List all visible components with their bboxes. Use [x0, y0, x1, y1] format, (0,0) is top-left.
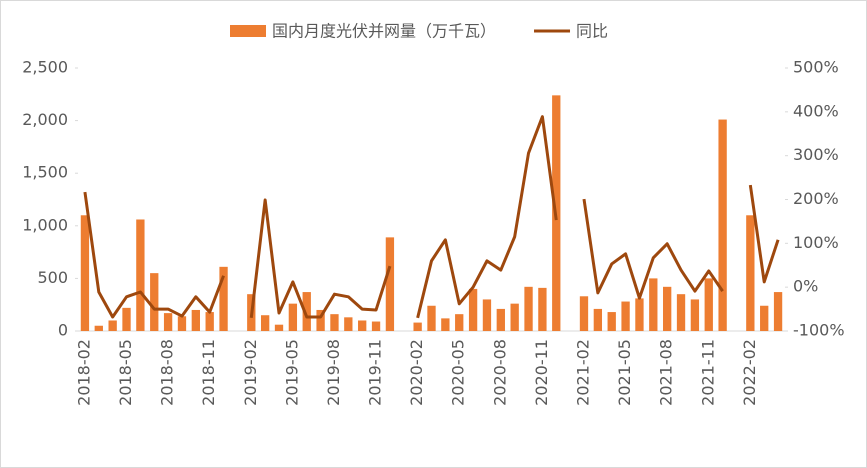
y-tick-label: 1,500	[22, 163, 68, 182]
bar	[649, 278, 658, 331]
bar	[663, 286, 672, 331]
x-tick-label: 2020-11	[532, 339, 551, 406]
y-tick-label: 2,000	[22, 110, 68, 129]
bar	[455, 314, 464, 331]
bar	[330, 314, 339, 331]
x-tick-label: 2018-08	[158, 339, 177, 406]
bar	[427, 305, 436, 331]
bar	[676, 294, 686, 331]
bar	[704, 278, 713, 331]
x-tick-label: 2019-11	[366, 339, 385, 406]
y2-tick-label: 400%	[793, 101, 839, 120]
bar	[413, 322, 422, 331]
x-tick-label: 2020-02	[407, 339, 426, 406]
bar	[122, 307, 131, 331]
x-tick-label: 2019-08	[324, 339, 343, 406]
bar	[538, 287, 547, 331]
y2-tick-label: 100%	[793, 233, 839, 252]
bar	[690, 299, 700, 331]
bar	[108, 320, 117, 331]
bar	[482, 299, 492, 331]
x-tick-label: 2019-05	[282, 339, 301, 406]
y2-tick-label: -100%	[793, 321, 845, 340]
y-tick-label: 500	[37, 268, 68, 287]
bar	[718, 119, 727, 331]
x-tick-label: 2021-11	[698, 339, 717, 406]
bar	[260, 315, 270, 331]
bar	[746, 215, 755, 331]
y-tick-label: 2,500	[22, 58, 68, 77]
x-tick-label: 2020-08	[490, 339, 509, 406]
bar	[94, 325, 103, 331]
bar	[288, 303, 298, 331]
bar	[593, 308, 603, 331]
x-tick-label: 2021-02	[573, 339, 592, 406]
bar	[760, 305, 769, 331]
bar	[510, 303, 519, 331]
y2-tick-label: 200%	[793, 189, 839, 208]
bar	[371, 321, 381, 331]
bar	[773, 292, 783, 331]
legend-label: 国内月度光伏并网量（万千瓦）	[272, 22, 496, 41]
bar	[635, 298, 644, 331]
bar	[205, 312, 214, 331]
legend-label: 同比	[576, 22, 608, 41]
x-tick-label: 2018-11	[199, 339, 218, 406]
x-tick-label: 2022-02	[740, 339, 759, 406]
bar	[496, 308, 505, 331]
bar	[607, 312, 616, 331]
bar	[163, 313, 173, 331]
legend-swatch	[230, 25, 266, 37]
bar	[579, 296, 589, 331]
bar	[441, 318, 450, 331]
bar	[344, 317, 353, 331]
bar	[150, 273, 159, 331]
bar	[385, 237, 395, 331]
y2-tick-label: 500%	[793, 58, 839, 77]
y-tick-label: 0	[58, 321, 68, 340]
x-tick-label: 2018-05	[116, 339, 135, 406]
y-tick-label: 1,000	[22, 215, 68, 234]
bar	[358, 320, 367, 331]
bar	[177, 316, 187, 331]
bar	[219, 266, 228, 331]
bar	[136, 219, 145, 331]
x-tick-label: 2021-08	[657, 339, 676, 406]
y2-tick-label: 300%	[793, 145, 839, 164]
x-tick-label: 2021-05	[615, 339, 634, 406]
bar	[302, 292, 311, 331]
bar	[524, 286, 533, 331]
bar	[468, 288, 478, 331]
bar	[191, 309, 200, 331]
bar	[274, 324, 284, 331]
x-tick-label: 2020-05	[449, 339, 468, 406]
line	[83, 115, 780, 319]
bar	[80, 215, 90, 331]
bar	[316, 309, 325, 331]
x-tick-label: 2019-02	[241, 339, 260, 406]
bar	[621, 301, 630, 331]
y2-tick-label: 0%	[793, 277, 818, 296]
x-tick-label: 2018-02	[74, 339, 93, 406]
